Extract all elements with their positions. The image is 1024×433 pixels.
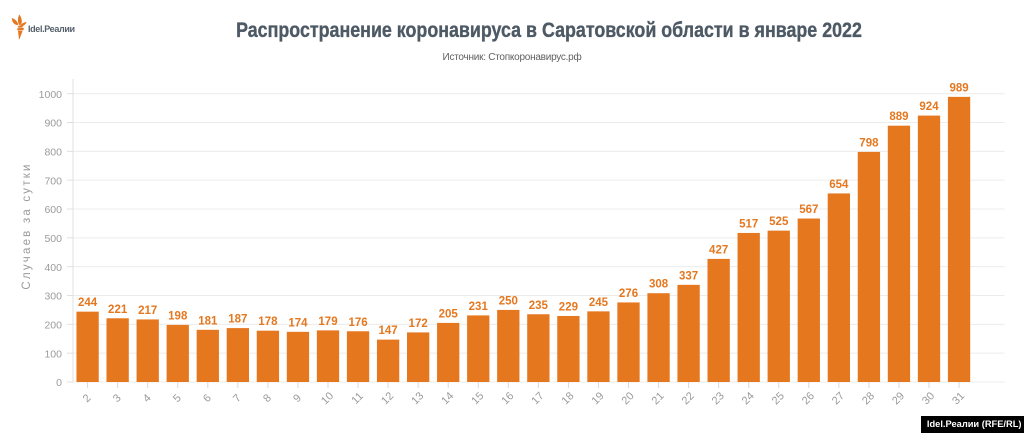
svg-text:900: 900 [44,118,62,130]
svg-text:23: 23 [710,390,727,407]
svg-text:800: 800 [44,147,62,159]
svg-text:12: 12 [379,390,396,407]
svg-text:172: 172 [409,318,428,330]
svg-text:179: 179 [318,316,337,328]
svg-text:1000: 1000 [39,89,63,101]
svg-text:5: 5 [171,392,184,405]
svg-text:229: 229 [559,301,578,313]
svg-text:924: 924 [919,101,939,113]
svg-text:25: 25 [770,390,787,407]
svg-text:15: 15 [469,390,486,407]
svg-text:178: 178 [258,316,278,328]
svg-text:174: 174 [288,317,308,329]
svg-text:244: 244 [78,297,98,309]
svg-text:889: 889 [889,111,908,123]
svg-text:250: 250 [499,295,518,307]
svg-text:600: 600 [44,204,62,216]
svg-text:13: 13 [409,390,426,407]
svg-text:3: 3 [111,392,124,405]
svg-text:21: 21 [650,390,667,407]
svg-text:14: 14 [439,390,456,407]
svg-text:4: 4 [141,392,154,405]
svg-text:176: 176 [348,317,367,329]
svg-text:181: 181 [198,315,218,327]
svg-text:231: 231 [469,301,489,313]
svg-text:400: 400 [44,262,62,274]
svg-text:337: 337 [679,270,698,282]
svg-text:9: 9 [291,392,304,405]
svg-text:20: 20 [620,390,637,407]
svg-text:31: 31 [950,390,967,407]
svg-text:500: 500 [44,233,62,245]
svg-text:29: 29 [890,390,907,407]
svg-text:654: 654 [829,179,849,191]
svg-text:26: 26 [800,390,817,407]
svg-text:18: 18 [559,390,576,407]
svg-text:300: 300 [44,291,62,303]
svg-text:2: 2 [81,392,94,405]
svg-text:525: 525 [769,216,789,228]
svg-text:221: 221 [108,304,128,316]
svg-text:147: 147 [379,325,398,337]
svg-text:100: 100 [44,348,62,360]
svg-text:19: 19 [590,390,607,407]
svg-text:427: 427 [709,244,728,256]
svg-text:798: 798 [859,137,879,149]
svg-text:187: 187 [228,314,247,326]
svg-text:235: 235 [529,300,549,312]
svg-text:Случаев за сутки: Случаев за сутки [21,162,33,289]
svg-text:30: 30 [920,390,937,407]
svg-text:308: 308 [649,279,669,291]
svg-text:28: 28 [860,390,877,407]
svg-text:205: 205 [439,308,459,320]
svg-text:517: 517 [739,218,758,230]
svg-text:0: 0 [56,377,62,389]
svg-text:700: 700 [44,175,62,187]
svg-text:567: 567 [799,204,818,216]
svg-text:198: 198 [168,310,188,322]
svg-text:17: 17 [529,390,546,407]
svg-text:245: 245 [589,297,609,309]
svg-text:27: 27 [830,390,847,407]
svg-text:16: 16 [499,390,516,407]
svg-text:11: 11 [349,390,366,407]
svg-text:22: 22 [680,390,697,407]
svg-text:276: 276 [619,288,638,300]
svg-text:24: 24 [740,390,757,407]
svg-text:989: 989 [949,82,968,94]
svg-text:6: 6 [201,392,214,405]
svg-text:8: 8 [261,392,274,405]
svg-text:200: 200 [44,320,62,332]
svg-text:7: 7 [231,392,244,405]
svg-text:217: 217 [138,305,157,317]
svg-text:10: 10 [319,390,336,407]
